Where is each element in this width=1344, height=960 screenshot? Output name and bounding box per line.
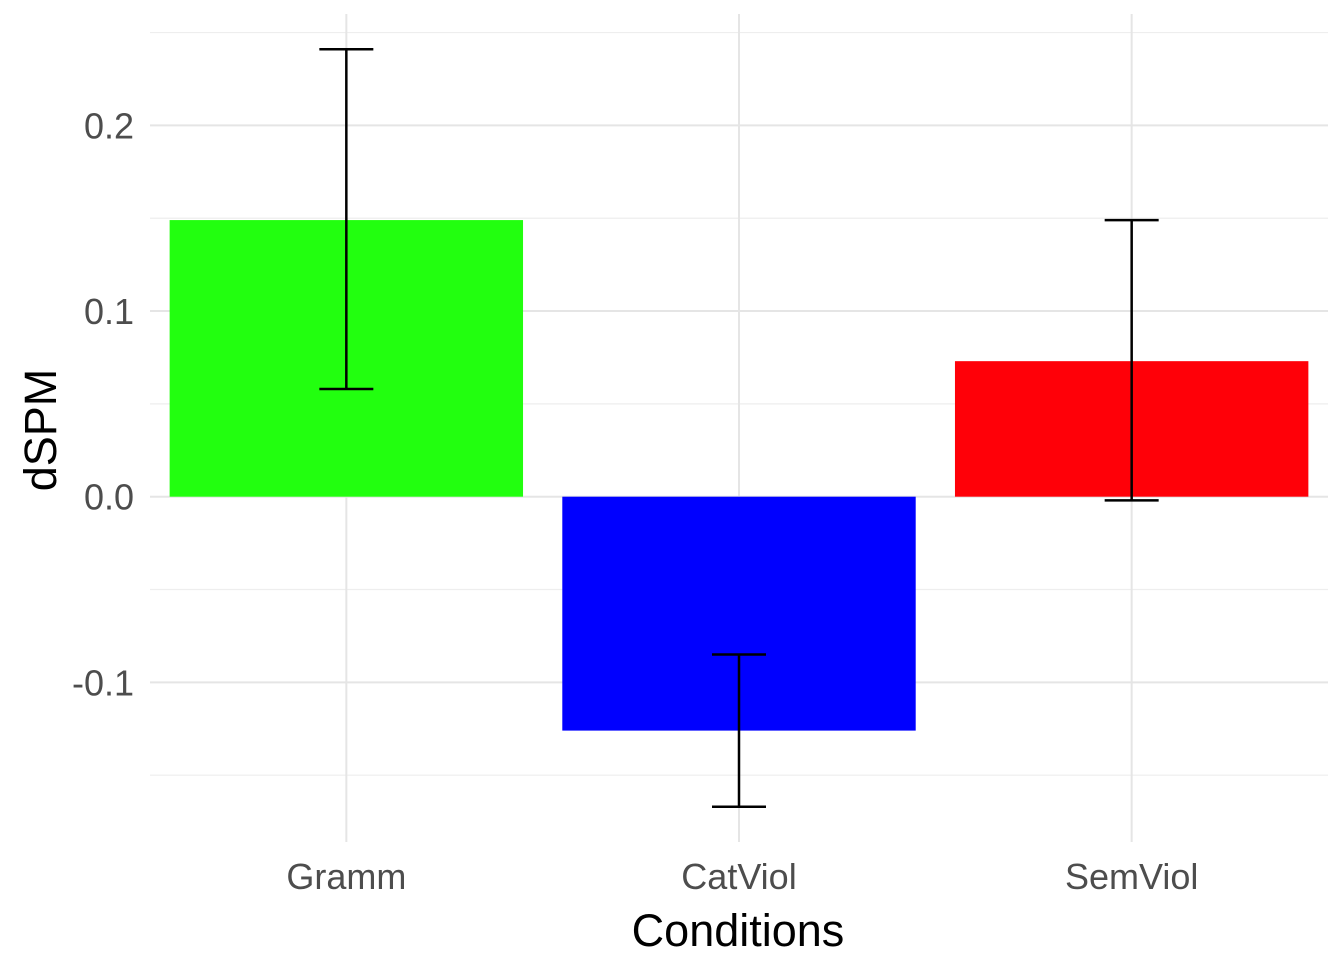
x-tick-labels: Gramm CatViol SemViol xyxy=(286,856,1198,897)
error-bars xyxy=(319,48,1159,808)
x-tick-label: Gramm xyxy=(286,856,406,897)
y-tick-label: 0.0 xyxy=(84,477,134,518)
y-tick-label: -0.1 xyxy=(72,662,134,703)
x-tick-label: CatViol xyxy=(681,856,796,897)
x-axis-title: Conditions xyxy=(632,905,845,956)
y-tick-label: 0.1 xyxy=(84,291,134,332)
y-tick-labels: -0.1 0.0 0.1 0.2 xyxy=(72,105,134,703)
y-axis-title: dSPM xyxy=(15,369,66,492)
y-tick-label: 0.2 xyxy=(84,105,134,146)
x-tick-label: SemViol xyxy=(1065,856,1198,897)
